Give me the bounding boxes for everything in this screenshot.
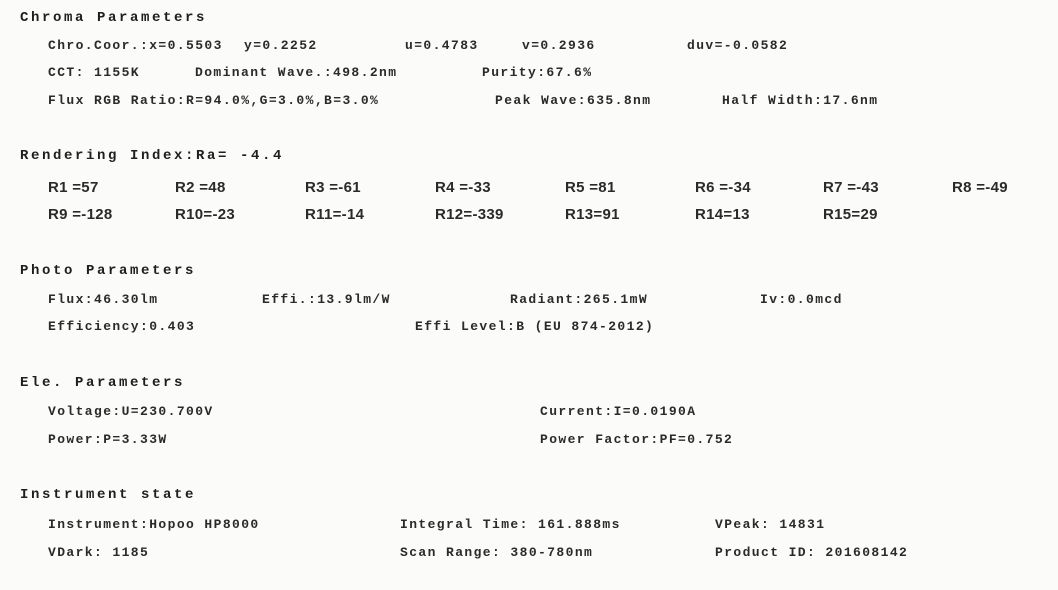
rendering-index-r7: R7 =-43 (823, 179, 879, 196)
current: Current:I=0.0190A (540, 404, 697, 419)
rendering-index-r10: R10=-23 (175, 206, 236, 223)
rendering-index-r15: R15=29 (823, 206, 878, 223)
photo-heading: Photo Parameters (20, 263, 197, 279)
rendering-index-r11: R11=-14 (305, 206, 365, 223)
integral-time: Integral Time: 161.888ms (400, 517, 621, 532)
efficiency: Efficiency:0.403 (48, 319, 196, 334)
instrument-model: Instrument:Hopoo HP8000 (48, 517, 260, 532)
peak-wave: Peak Wave:635.8nm (495, 93, 652, 108)
instrument-heading: Instrument state (20, 487, 197, 503)
product-id: Product ID: 201608142 (715, 545, 909, 560)
rendering-index-r6: R6 =-34 (695, 179, 751, 196)
rendering-index-r5: R5 =81 (565, 179, 616, 196)
purity: Purity:67.6% (482, 65, 593, 80)
rendering-index-r12: R12=-339 (435, 206, 504, 223)
rendering-index-r4: R4 =-33 (435, 179, 491, 196)
rendering-index-r3: R3 =-61 (305, 179, 361, 196)
rendering-index-r13: R13=91 (565, 206, 620, 223)
chroma-duv: duv=-0.0582 (687, 38, 789, 53)
rendering-index-r1: R1 =57 (48, 179, 99, 196)
vpeak: VPeak: 14831 (715, 517, 826, 532)
rendering-index-r14: R14=13 (695, 206, 750, 223)
iv: Iv:0.0mcd (760, 292, 843, 307)
chroma-heading: Chroma Parameters (20, 10, 208, 26)
ele-heading: Ele. Parameters (20, 375, 186, 391)
rendering-index-r9: R9 =-128 (48, 206, 113, 223)
scan-range: Scan Range: 380-780nm (400, 545, 594, 560)
rendering-heading: Rendering Index:Ra= -4.4 (20, 148, 285, 164)
effi-level: Effi Level:B (EU 874-2012) (415, 319, 655, 334)
power: Power:P=3.33W (48, 432, 168, 447)
chroma-x: Chro.Coor.:x=0.5503 (48, 38, 223, 53)
rendering-index-r2: R2 =48 (175, 179, 226, 196)
efficacy: Effi.:13.9lm/W (262, 292, 391, 307)
flux-rgb-ratio: Flux RGB Ratio:R=94.0%,G=3.0%,B=3.0% (48, 93, 380, 108)
voltage: Voltage:U=230.700V (48, 404, 214, 419)
dominant-wave: Dominant Wave.:498.2nm (195, 65, 398, 80)
chroma-v: v=0.2936 (522, 38, 596, 53)
rendering-index-r8: R8 =-49 (952, 179, 1008, 196)
radiant: Radiant:265.1mW (510, 292, 649, 307)
cct: CCT: 1155K (48, 65, 141, 80)
half-width: Half Width:17.6nm (722, 93, 879, 108)
flux: Flux:46.30lm (48, 292, 159, 307)
vdark: VDark: 1185 (48, 545, 150, 560)
power-factor: Power Factor:PF=0.752 (540, 432, 734, 447)
chroma-y: y=0.2252 (244, 38, 318, 53)
chroma-u: u=0.4783 (405, 38, 479, 53)
